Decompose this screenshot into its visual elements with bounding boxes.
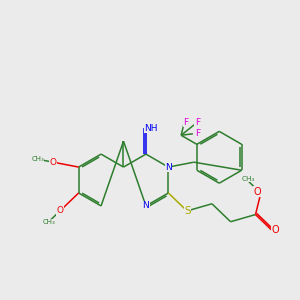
Text: N: N bbox=[165, 163, 172, 172]
Text: O: O bbox=[254, 187, 261, 197]
Text: NH: NH bbox=[145, 124, 158, 133]
Text: O: O bbox=[271, 225, 279, 235]
Text: F: F bbox=[195, 129, 200, 138]
Text: O: O bbox=[50, 158, 57, 167]
Text: O: O bbox=[56, 206, 63, 215]
Text: N: N bbox=[142, 201, 149, 210]
Text: CH₃: CH₃ bbox=[42, 219, 55, 225]
Text: F: F bbox=[195, 118, 200, 127]
Text: CH₃: CH₃ bbox=[31, 156, 44, 162]
Text: S: S bbox=[184, 206, 191, 216]
Text: CH₃: CH₃ bbox=[242, 176, 255, 182]
Text: F: F bbox=[183, 118, 188, 127]
